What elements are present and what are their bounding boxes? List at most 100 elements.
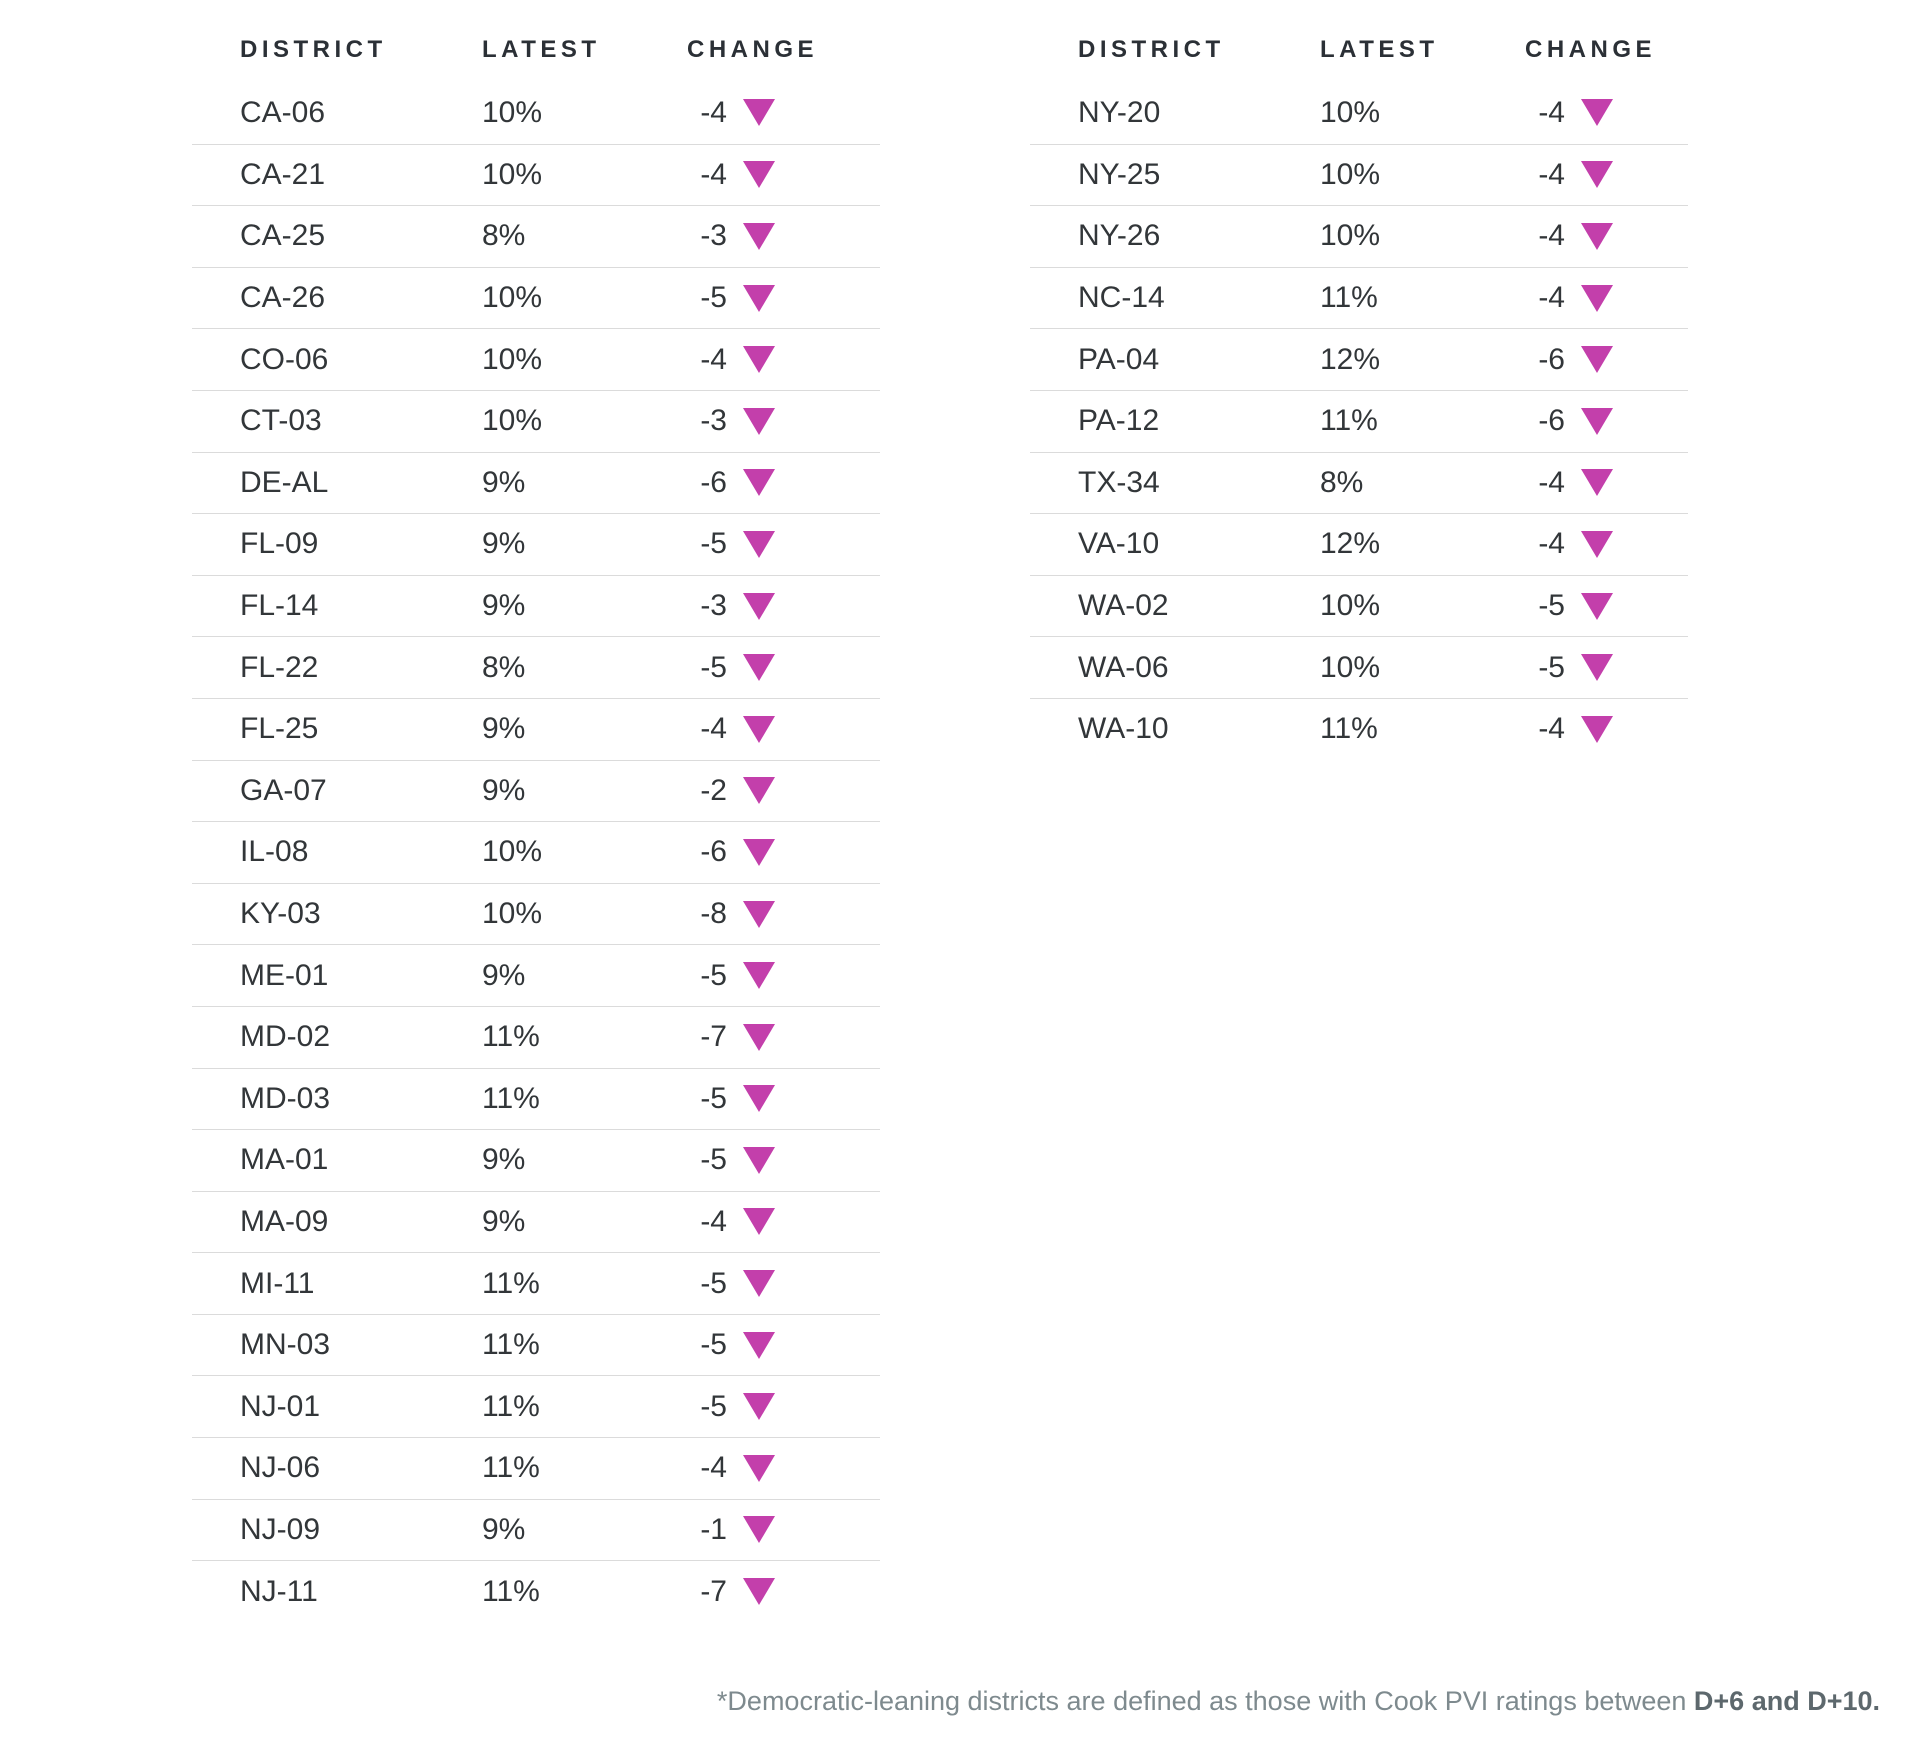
triangle-down-icon (743, 962, 775, 990)
district-table-left: DISTRICT LATEST CHANGE CA-06 10% -4 CA-2… (192, 18, 880, 1622)
latest-cell: 9% (482, 1143, 526, 1177)
change-cell: -6 (1525, 343, 1688, 377)
latest-cell: 10% (1320, 589, 1381, 623)
triangle-down-icon (1581, 530, 1613, 558)
table-row: NY-25 10% -4 (1030, 143, 1688, 206)
change-cell: -4 (1525, 158, 1688, 192)
table-row: MI-11 11% -5 (192, 1252, 880, 1314)
table-row: VA-10 12% -4 (1030, 513, 1688, 575)
change-value: -4 (1538, 219, 1565, 253)
table-row: MA-09 9% -4 (192, 1190, 880, 1253)
latest-cell: 10% (482, 157, 543, 191)
triangle-down-icon (1581, 284, 1613, 312)
table-row: CA-21 10% -4 (192, 143, 880, 206)
change-cell: -4 (1525, 219, 1688, 253)
triangle-down-icon (1581, 161, 1613, 189)
table-row: CT-03 10% -3 (192, 389, 880, 452)
change-cell: -2 (687, 774, 880, 808)
district-cell: FL-09 (240, 527, 319, 561)
footnote-bold-text: D+6 and D+10. (1693, 1686, 1880, 1716)
latest-cell: 11% (1320, 712, 1378, 746)
latest-cell: 11% (482, 1389, 540, 1423)
latest-cell: 9% (482, 773, 526, 807)
latest-cell: 10% (482, 404, 543, 438)
change-value: -4 (1538, 95, 1565, 129)
latest-cell: 11% (482, 1451, 540, 1485)
latest-cell: 10% (482, 342, 543, 376)
table-row: MD-02 11% -7 (192, 1005, 880, 1068)
triangle-down-icon (743, 222, 775, 250)
table-row: FL-09 9% -5 (192, 513, 880, 575)
change-value: -4 (700, 95, 727, 129)
triangle-down-icon (743, 1331, 775, 1359)
table-row: FL-25 9% -4 (192, 697, 880, 760)
table-body: NY-20 10% -4 NY-25 10% -4 NY-26 10% -4 N… (1030, 82, 1688, 760)
district-cell: CA-06 (240, 95, 326, 129)
change-cell: -5 (687, 281, 880, 315)
latest-cell: 10% (482, 897, 543, 931)
latest-cell: 11% (1320, 404, 1378, 438)
triangle-down-icon (743, 1516, 775, 1544)
change-value: -5 (1538, 650, 1565, 684)
latest-cell: 10% (1320, 650, 1381, 684)
latest-cell: 9% (482, 589, 526, 623)
change-value: -3 (700, 589, 727, 623)
change-value: -5 (700, 1389, 727, 1423)
latest-cell: 12% (1320, 342, 1381, 376)
latest-cell: 9% (482, 958, 526, 992)
table-row: CA-25 8% -3 (192, 205, 880, 267)
change-cell: -5 (1525, 651, 1688, 685)
change-value: -5 (700, 1143, 727, 1177)
change-value: -6 (700, 465, 727, 499)
change-value: -5 (700, 1266, 727, 1300)
latest-cell: 11% (482, 1266, 540, 1300)
district-cell: WA-02 (1078, 589, 1169, 623)
triangle-down-icon (1581, 222, 1613, 250)
footnote-text: *Democratic-leaning districts are define… (716, 1686, 1694, 1716)
table-row: TX-34 8% -4 (1030, 451, 1688, 514)
district-cell: NJ-01 (240, 1389, 321, 1423)
change-cell: -6 (687, 466, 880, 500)
table-row: PA-04 12% -6 (1030, 328, 1688, 390)
table-row: CO-06 10% -4 (192, 328, 880, 390)
district-cell: MA-09 (240, 1204, 329, 1238)
district-cell: WA-10 (1078, 712, 1169, 746)
table-row: DE-AL 9% -6 (192, 451, 880, 514)
latest-cell: 9% (482, 1204, 526, 1238)
change-value: -4 (1538, 527, 1565, 561)
triangle-down-icon (743, 346, 775, 374)
triangle-down-icon (743, 715, 775, 743)
change-cell: -4 (1525, 466, 1688, 500)
triangle-down-icon (1581, 346, 1613, 374)
district-cell: FL-22 (240, 650, 319, 684)
latest-cell: 9% (482, 527, 526, 561)
change-cell: -6 (1525, 404, 1688, 438)
table-row: NY-20 10% -4 (1030, 82, 1688, 144)
district-cell: MA-01 (240, 1143, 329, 1177)
latest-cell: 11% (482, 1081, 540, 1115)
change-cell: -4 (687, 1205, 880, 1239)
latest-cell: 9% (482, 712, 526, 746)
change-cell: -4 (687, 343, 880, 377)
table-row: NY-26 10% -4 (1030, 205, 1688, 267)
latest-cell: 11% (482, 1020, 540, 1054)
table-header-row: DISTRICT LATEST CHANGE (192, 18, 880, 82)
triangle-down-icon (1581, 469, 1613, 497)
district-cell: WA-06 (1078, 650, 1169, 684)
latest-cell: 9% (482, 1512, 526, 1546)
district-table-right: DISTRICT LATEST CHANGE NY-20 10% -4 NY-2… (1030, 18, 1688, 760)
change-value: -6 (700, 835, 727, 869)
change-value: -4 (1538, 281, 1565, 315)
change-value: -4 (700, 712, 727, 746)
change-cell: -4 (1525, 96, 1688, 130)
change-value: -4 (700, 1451, 727, 1485)
latest-cell: 10% (1320, 219, 1381, 253)
latest-cell: 11% (482, 1328, 540, 1362)
district-cell: MD-02 (240, 1020, 331, 1054)
latest-cell: 10% (1320, 157, 1381, 191)
change-value: -5 (700, 1328, 727, 1362)
change-value: -5 (700, 281, 727, 315)
table-row: NJ-06 11% -4 (192, 1437, 880, 1499)
change-value: -4 (700, 157, 727, 191)
district-cell: PA-04 (1078, 342, 1160, 376)
